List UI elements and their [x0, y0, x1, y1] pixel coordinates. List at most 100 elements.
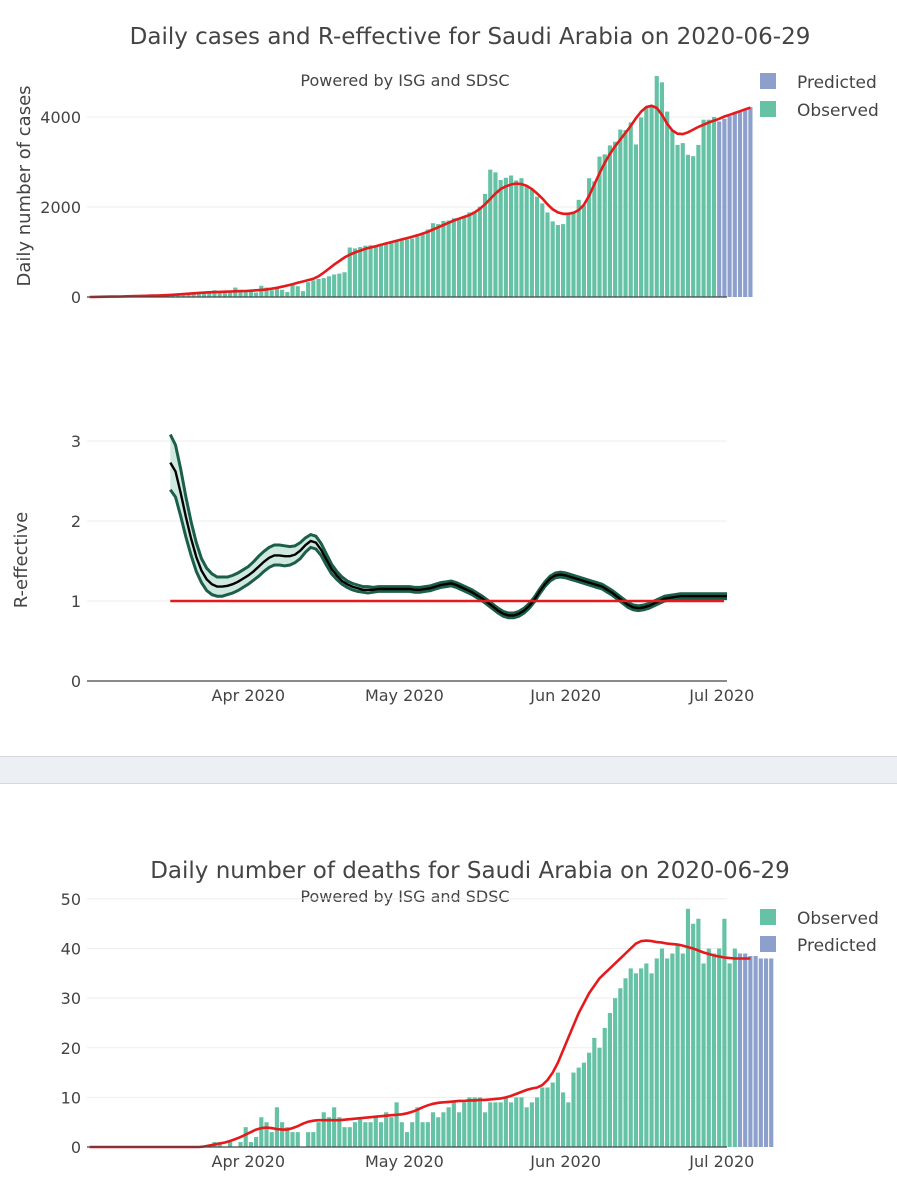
predicted-bar: [717, 122, 721, 298]
observed-bar: [421, 1122, 425, 1147]
observed-bar: [686, 155, 690, 297]
observed-bar: [368, 245, 372, 297]
observed-bar: [316, 279, 320, 297]
y-tick-label: 10: [61, 1088, 81, 1107]
observed-bar: [254, 1137, 258, 1147]
observed-bar: [696, 919, 700, 1147]
x-tick-label: Jul 2020: [688, 686, 754, 705]
observed-bar: [540, 1087, 544, 1147]
observed-bar: [296, 286, 300, 297]
observed-bar: [670, 954, 674, 1148]
observed-bar: [707, 949, 711, 1147]
observed-bar: [483, 194, 487, 297]
observed-bar: [519, 178, 523, 297]
observed-bar: [327, 276, 331, 297]
observed-bar: [389, 1117, 393, 1147]
observed-bar: [618, 988, 622, 1147]
x-tick-label: Jun 2020: [529, 1152, 601, 1171]
observed-bar: [592, 1038, 596, 1147]
observed-bar: [327, 1117, 331, 1147]
observed-bar: [571, 1073, 575, 1147]
observed-bar: [332, 275, 336, 298]
observed-bar: [712, 117, 716, 297]
observed-bar: [264, 1122, 268, 1147]
observed-bar: [426, 1122, 430, 1147]
observed-bar: [415, 236, 419, 297]
cases-chart-title: Daily cases and R-effective for Saudi Ar…: [130, 24, 811, 50]
observed-bar: [665, 958, 669, 1147]
observed-bar: [228, 1142, 232, 1147]
observed-bar: [405, 1132, 409, 1147]
observed-bar: [447, 1107, 451, 1147]
y-tick-label: 50: [61, 890, 81, 909]
observed-bar: [452, 1102, 456, 1147]
observed-bar: [311, 1132, 315, 1147]
y-tick-label: 4000: [40, 108, 81, 127]
observed-bar: [504, 1097, 508, 1147]
observed-bar: [395, 1102, 399, 1147]
y-tick-label: 0: [71, 1138, 81, 1157]
observed-bar: [353, 248, 357, 297]
observed-bar: [384, 1112, 388, 1147]
observed-bar: [566, 1102, 570, 1147]
cases-y-axis-label: Daily number of cases: [14, 85, 35, 286]
observed-bar: [702, 120, 706, 297]
observed-bar: [603, 1028, 607, 1147]
observed-bar: [644, 108, 648, 297]
x-tick-label: May 2020: [365, 1152, 444, 1171]
observed-bar: [499, 1102, 503, 1147]
observed-bar: [441, 221, 445, 297]
y-tick-label: 30: [61, 989, 81, 1008]
observed-bar: [608, 1013, 612, 1147]
observed-bar: [431, 223, 435, 297]
observed-bar: [400, 1122, 404, 1147]
observed-bar: [540, 203, 544, 297]
legend-predicted-label: Predicted: [797, 73, 877, 93]
observed-bar: [675, 944, 679, 1147]
observed-bar: [545, 212, 549, 297]
observed-bar: [467, 1097, 471, 1147]
legend-observed-swatch: [760, 909, 776, 925]
observed-bar: [447, 221, 451, 298]
observed-bar: [691, 156, 695, 297]
observed-bar: [363, 1122, 367, 1147]
observed-bar: [457, 1112, 461, 1147]
observed-bar: [649, 106, 653, 297]
reff-y-axis-label: R-effective: [11, 512, 32, 609]
x-tick-label: May 2020: [365, 686, 444, 705]
reff-confidence-band: [170, 435, 727, 618]
observed-bar: [306, 1132, 310, 1147]
observed-bar: [306, 282, 310, 297]
observed-bar: [415, 1107, 419, 1147]
legend-predicted-swatch: [760, 73, 776, 89]
observed-bar: [655, 958, 659, 1147]
observed-bar: [337, 274, 341, 297]
legend-predicted-swatch: [760, 936, 776, 952]
observed-bar: [410, 1122, 414, 1147]
observed-bar: [358, 247, 362, 297]
observed-bar: [577, 200, 581, 297]
observed-bar: [280, 1122, 284, 1147]
observed-bar: [686, 909, 690, 1147]
observed-bar: [296, 1132, 300, 1147]
observed-bar: [275, 1107, 279, 1147]
observed-bar: [290, 284, 294, 297]
predicted-bar: [743, 954, 747, 1148]
observed-bar: [478, 207, 482, 297]
observed-bar: [400, 240, 404, 297]
observed-bar: [608, 145, 612, 297]
observed-bar: [530, 1102, 534, 1147]
observed-bar: [426, 230, 430, 298]
observed-bar: [670, 131, 674, 298]
observed-bar: [561, 1092, 565, 1147]
observed-bar: [301, 291, 305, 297]
observed-bar: [613, 998, 617, 1147]
panel-divider: [0, 756, 897, 784]
observed-bar: [254, 293, 258, 298]
observed-bar: [514, 1097, 518, 1147]
observed-bar: [613, 142, 617, 297]
deaths-bars: [212, 909, 773, 1147]
observed-bar: [285, 292, 289, 297]
